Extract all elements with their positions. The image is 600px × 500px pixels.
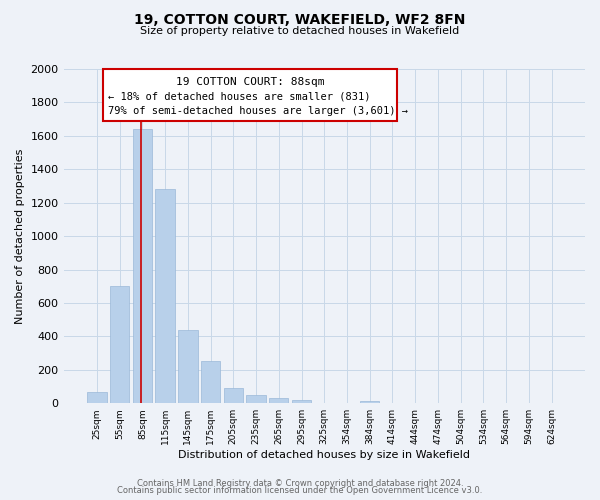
Text: Contains HM Land Registry data © Crown copyright and database right 2024.: Contains HM Land Registry data © Crown c…	[137, 478, 463, 488]
Text: 19 COTTON COURT: 88sqm: 19 COTTON COURT: 88sqm	[176, 78, 324, 88]
Bar	[87, 392, 107, 403]
Bar	[178, 330, 197, 403]
Y-axis label: Number of detached properties: Number of detached properties	[15, 148, 25, 324]
Bar	[269, 398, 289, 403]
FancyBboxPatch shape	[103, 69, 397, 121]
Bar	[201, 360, 220, 403]
Bar	[155, 190, 175, 403]
Text: Contains public sector information licensed under the Open Government Licence v3: Contains public sector information licen…	[118, 486, 482, 495]
Bar	[133, 129, 152, 403]
Text: 79% of semi-detached houses are larger (3,601) →: 79% of semi-detached houses are larger (…	[108, 106, 408, 116]
Bar	[224, 388, 243, 403]
Bar	[360, 400, 379, 403]
Bar	[292, 400, 311, 403]
Bar	[110, 286, 130, 403]
Text: ← 18% of detached houses are smaller (831): ← 18% of detached houses are smaller (83…	[108, 92, 370, 102]
X-axis label: Distribution of detached houses by size in Wakefield: Distribution of detached houses by size …	[178, 450, 470, 460]
Text: 19, COTTON COURT, WAKEFIELD, WF2 8FN: 19, COTTON COURT, WAKEFIELD, WF2 8FN	[134, 12, 466, 26]
Bar	[247, 395, 266, 403]
Text: Size of property relative to detached houses in Wakefield: Size of property relative to detached ho…	[140, 26, 460, 36]
